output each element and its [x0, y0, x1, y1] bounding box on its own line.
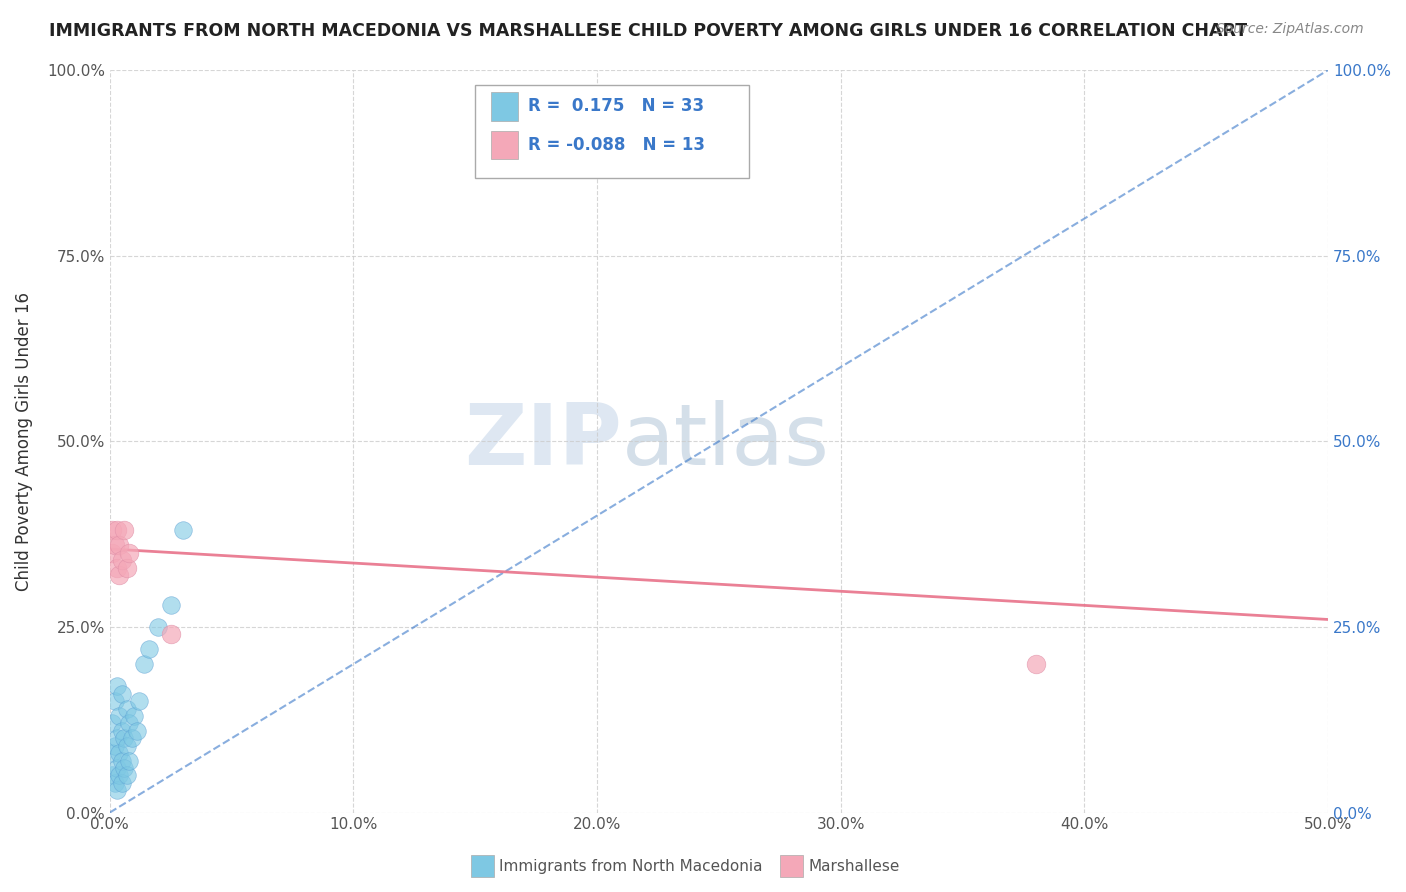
Point — [115, 739, 138, 753]
Point — [132, 657, 155, 671]
Point — [148, 620, 170, 634]
Point — [105, 761, 128, 775]
Text: R = -0.088   N = 13: R = -0.088 N = 13 — [527, 136, 704, 154]
FancyBboxPatch shape — [475, 85, 749, 178]
Text: IMMIGRANTS FROM NORTH MACEDONIA VS MARSHALLESE CHILD POVERTY AMONG GIRLS UNDER 1: IMMIGRANTS FROM NORTH MACEDONIA VS MARSH… — [49, 22, 1247, 40]
Point — [101, 746, 124, 760]
Point — [108, 709, 131, 723]
Point — [108, 538, 131, 552]
Point — [122, 709, 145, 723]
Point — [159, 598, 181, 612]
Point — [101, 524, 124, 538]
Point — [105, 524, 128, 538]
Point — [118, 754, 141, 768]
Text: atlas: atlas — [621, 400, 830, 483]
Point — [101, 716, 124, 731]
Point — [172, 524, 194, 538]
Point — [112, 731, 135, 746]
FancyBboxPatch shape — [491, 93, 517, 120]
Point — [111, 687, 134, 701]
Point — [108, 746, 131, 760]
Text: Immigrants from North Macedonia: Immigrants from North Macedonia — [499, 859, 762, 873]
Point — [108, 568, 131, 582]
Point — [111, 754, 134, 768]
Point — [108, 768, 131, 782]
Point — [104, 739, 127, 753]
Point — [105, 679, 128, 693]
Point — [104, 538, 127, 552]
Point — [105, 560, 128, 574]
Text: Source: ZipAtlas.com: Source: ZipAtlas.com — [1216, 22, 1364, 37]
Point — [121, 731, 143, 746]
Point — [125, 723, 148, 738]
Point — [115, 560, 138, 574]
Point — [111, 553, 134, 567]
Point — [105, 783, 128, 797]
Y-axis label: Child Poverty Among Girls Under 16: Child Poverty Among Girls Under 16 — [15, 292, 32, 591]
Point — [115, 768, 138, 782]
Point — [104, 776, 127, 790]
Point — [101, 546, 124, 560]
Text: Marshallese: Marshallese — [808, 859, 900, 873]
Point — [138, 642, 160, 657]
Point — [112, 524, 135, 538]
Point — [128, 694, 150, 708]
Text: ZIP: ZIP — [464, 400, 621, 483]
Point — [159, 627, 181, 641]
Text: R =  0.175   N = 33: R = 0.175 N = 33 — [527, 97, 704, 115]
Point — [101, 768, 124, 782]
Point — [111, 723, 134, 738]
Point — [118, 546, 141, 560]
Point — [115, 701, 138, 715]
Point — [104, 694, 127, 708]
Point — [112, 761, 135, 775]
Point — [118, 716, 141, 731]
Point — [111, 776, 134, 790]
Point — [105, 731, 128, 746]
Point — [1025, 657, 1047, 671]
FancyBboxPatch shape — [491, 131, 517, 159]
